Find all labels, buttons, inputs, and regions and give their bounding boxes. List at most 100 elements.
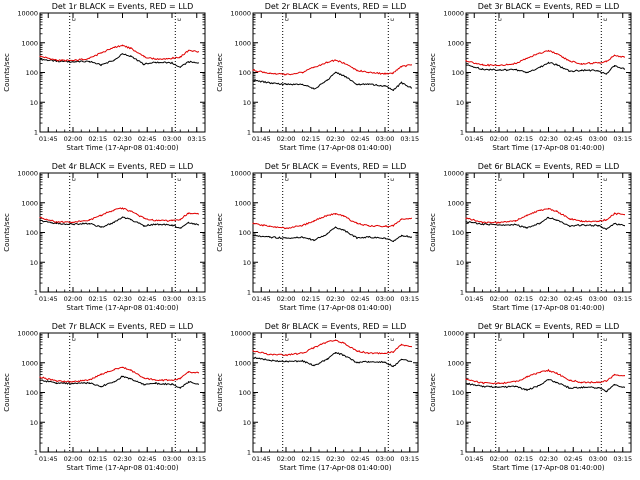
events-data-point bbox=[465, 64, 467, 66]
x-tick-label: 03:00 bbox=[163, 295, 182, 303]
events-data-point bbox=[356, 362, 358, 364]
y-tick-label: 100 bbox=[452, 229, 464, 237]
lld-data-point bbox=[252, 350, 254, 352]
x-axis-label: Start Time (17-Apr-08 01:40:00) bbox=[279, 144, 391, 152]
lld-data-point bbox=[384, 73, 386, 75]
lld-data-point bbox=[179, 378, 181, 380]
lld-data-point bbox=[343, 342, 345, 344]
lld-data-point bbox=[187, 49, 190, 52]
x-tick-label: 02:00 bbox=[64, 135, 83, 143]
x-tick-label: 02:00 bbox=[490, 455, 509, 463]
lld-data-point bbox=[334, 339, 337, 341]
events-data-point bbox=[623, 68, 625, 70]
y-tick-label: 10000 bbox=[443, 170, 464, 178]
events-data-point bbox=[72, 382, 74, 385]
time-marker-glyph: ␣ bbox=[72, 173, 76, 181]
lld-data-point bbox=[597, 381, 599, 383]
lld-data-point bbox=[313, 220, 315, 222]
lld-data-point bbox=[55, 59, 58, 61]
lld-data-point bbox=[100, 52, 102, 54]
lld-series-line bbox=[465, 208, 625, 225]
events-data-point bbox=[171, 224, 173, 226]
lld-data-point bbox=[72, 60, 74, 62]
x-tick-label: 02:15 bbox=[88, 295, 107, 303]
chart-svg: Det 9r BLACK = Events, RED = LLD 1 10 100 10… bbox=[429, 322, 632, 472]
x-tick-label: 03:00 bbox=[163, 455, 182, 463]
lld-data-point bbox=[171, 379, 173, 381]
lld-data-point bbox=[268, 353, 271, 356]
lld-series-line bbox=[252, 339, 412, 357]
x-tick-label: 02:45 bbox=[138, 135, 157, 143]
lld-data-point bbox=[356, 69, 358, 71]
events-data-point bbox=[72, 61, 74, 63]
x-tick-label: 02:15 bbox=[301, 295, 320, 303]
lld-data-point bbox=[539, 52, 541, 54]
events-data-point bbox=[143, 63, 145, 65]
lld-data-point bbox=[400, 344, 403, 346]
events-data-point bbox=[580, 386, 583, 388]
events-data-point bbox=[39, 379, 41, 381]
lld-data-point bbox=[481, 64, 484, 66]
y-tick-label: 10 bbox=[30, 99, 38, 107]
lld-data-point bbox=[313, 66, 315, 68]
time-marker-glyph: ␣ bbox=[498, 173, 502, 181]
lld-data-point bbox=[88, 219, 91, 221]
x-tick-label: 02:45 bbox=[138, 295, 157, 303]
x-tick-label: 02:45 bbox=[564, 135, 583, 143]
events-data-point bbox=[187, 381, 190, 383]
events-data-point bbox=[252, 356, 254, 359]
x-tick-label: 02:45 bbox=[351, 455, 370, 463]
events-data-point bbox=[154, 382, 157, 385]
events-data-point bbox=[400, 234, 403, 236]
events-data-point bbox=[392, 89, 394, 92]
lld-data-point bbox=[326, 341, 328, 343]
y-axis-label: Counts/sec bbox=[429, 213, 437, 252]
x-tick-label: 01:45 bbox=[252, 455, 271, 463]
y-tick-label: 100 bbox=[26, 389, 38, 397]
y-tick-label: 10 bbox=[456, 99, 464, 107]
events-data-point bbox=[179, 66, 181, 68]
events-data-point bbox=[72, 223, 74, 225]
events-data-point bbox=[539, 384, 541, 386]
lld-data-point bbox=[526, 57, 528, 59]
events-data-point bbox=[197, 224, 199, 226]
lld-data-point bbox=[154, 220, 157, 222]
y-axis-label: Counts/sec bbox=[3, 213, 11, 252]
chart-svg: Det 8r BLACK = Events, RED = LLD 1 10 100 10… bbox=[216, 322, 419, 472]
time-marker-glyph: ␣ bbox=[72, 13, 76, 21]
lld-data-point bbox=[580, 381, 583, 383]
events-data-point bbox=[526, 227, 528, 229]
lld-data-point bbox=[367, 352, 370, 354]
lld-data-point bbox=[605, 61, 607, 63]
events-data-point bbox=[100, 64, 102, 66]
events-data-point bbox=[367, 236, 370, 238]
x-tick-label: 02:30 bbox=[326, 295, 345, 303]
events-data-point bbox=[556, 381, 558, 383]
events-series-line bbox=[465, 62, 625, 75]
events-data-point bbox=[613, 65, 616, 67]
x-tick-label: 03:00 bbox=[589, 135, 608, 143]
x-tick-label: 02:00 bbox=[277, 135, 296, 143]
time-marker-glyph: ␣ bbox=[285, 173, 289, 181]
x-tick-label: 03:00 bbox=[376, 135, 395, 143]
y-tick-label: 1000 bbox=[234, 359, 251, 367]
lld-data-point bbox=[356, 222, 358, 225]
chart-title: Det 6r BLACK = Events, RED = LLD bbox=[478, 162, 620, 171]
y-tick-label: 10 bbox=[30, 419, 38, 427]
lld-data-point bbox=[384, 352, 386, 354]
lld-data-point bbox=[268, 225, 271, 228]
lld-data-point bbox=[171, 220, 173, 222]
events-series-line bbox=[252, 71, 412, 92]
lld-data-point bbox=[356, 350, 358, 352]
x-tick-label: 02:45 bbox=[351, 295, 370, 303]
plot-frame bbox=[252, 172, 419, 293]
lld-data-point bbox=[597, 220, 599, 222]
lld-data-point bbox=[313, 347, 315, 349]
lld-data-point bbox=[481, 382, 484, 384]
events-series-line bbox=[252, 352, 412, 367]
events-data-point bbox=[326, 79, 328, 81]
y-tick-label: 10 bbox=[30, 259, 38, 267]
x-tick-label: 01:45 bbox=[465, 455, 484, 463]
x-tick-label: 01:45 bbox=[39, 295, 58, 303]
y-tick-label: 10000 bbox=[443, 10, 464, 18]
